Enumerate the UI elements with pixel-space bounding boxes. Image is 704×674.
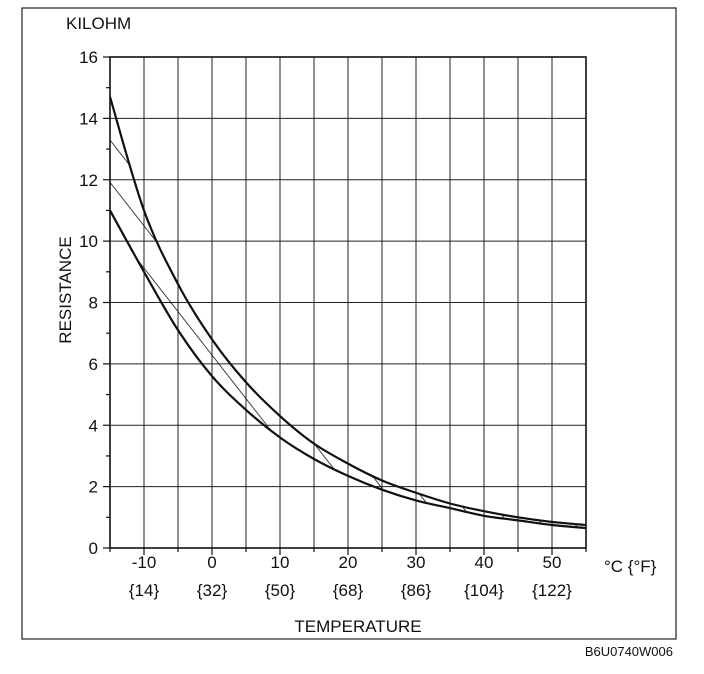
- x-tick-label-f: {68}: [333, 581, 364, 600]
- x-tick-label-f: {104}: [464, 581, 504, 600]
- resistance-band: [110, 96, 586, 530]
- grid: [110, 57, 586, 548]
- x-tick-label-f: {50}: [265, 581, 296, 600]
- y-tick-label: 4: [89, 416, 98, 435]
- unit-label: KILOHM: [66, 14, 131, 33]
- figure-frame: [21, 7, 677, 640]
- x-tick-label-c: 10: [271, 553, 290, 572]
- upper-curve: [110, 96, 586, 527]
- lower-curve: [110, 209, 586, 530]
- x-tick-label-c: 20: [339, 553, 358, 572]
- y-tick-label: 12: [79, 171, 98, 190]
- x-unit-label: °C {°F}: [604, 557, 657, 576]
- x-tick-label-c: 0: [207, 553, 216, 572]
- x-tick-label-f: {86}: [401, 581, 432, 600]
- tick-labels: 0 2 4 6 8 10 12 14 16 -10 {14} 0 {32} 10 {50} 20 {68} 30 {…: [79, 48, 572, 600]
- x-tick-label-c: 30: [407, 553, 426, 572]
- x-tick-label-f: {14}: [129, 581, 160, 600]
- y-tick-label: 8: [89, 294, 98, 313]
- y-tick-label: 0: [89, 539, 98, 558]
- figure-code: B6U0740W006: [585, 644, 673, 659]
- x-axis-label: TEMPERATURE: [294, 617, 421, 636]
- y-tick-label: 16: [79, 48, 98, 67]
- x-tick-label-f: {122}: [532, 581, 572, 600]
- x-tick-label-f: {32}: [197, 581, 228, 600]
- y-tick-label: 10: [79, 232, 98, 251]
- y-tick-label: 14: [79, 109, 98, 128]
- axes: [103, 56, 587, 555]
- x-tick-label-c: -10: [132, 553, 157, 572]
- x-tick-label-c: 40: [475, 553, 494, 572]
- x-tick-label-c: 50: [543, 553, 562, 572]
- y-tick-label: 2: [89, 478, 98, 497]
- y-tick-label: 6: [89, 355, 98, 374]
- y-axis-label: RESISTANCE: [56, 236, 75, 343]
